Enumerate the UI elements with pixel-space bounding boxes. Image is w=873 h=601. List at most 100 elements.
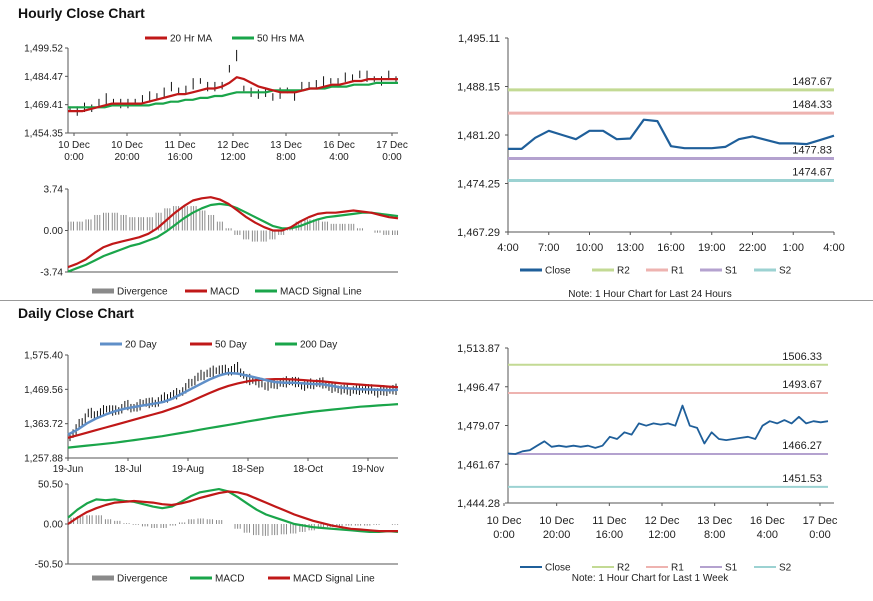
daily-sr-xtick-label: 13 Dec	[697, 515, 732, 527]
daily-macd-ytick-label: 50.50	[38, 480, 63, 491]
hourly-level-s2-label: 1474.67	[792, 167, 832, 179]
daily-macd-ytick-label: 0.00	[44, 520, 64, 531]
daily-legend-ma20-label: 20 Day	[125, 340, 157, 351]
daily-sr-ytick-label: 1,479.07	[457, 421, 500, 433]
hourly-price-ytick-label: 1,499.52	[24, 44, 63, 55]
hourly-price-xtick-label: 20:00	[114, 152, 139, 163]
daily-price-xtick-label: 19-Jun	[53, 464, 84, 475]
daily-level-r1-label: 1493.67	[782, 379, 822, 391]
daily-sr-close-line	[507, 404, 829, 455]
daily-sr-ytick-label: 1,461.67	[457, 459, 500, 471]
daily-price-ytick-label: 1,575.40	[24, 351, 63, 362]
hourly-sr-xtick-label: 7:00	[538, 242, 559, 254]
daily-sr-xtick-label: 20:00	[543, 529, 571, 541]
daily-price-ytick-label: 1,469.56	[24, 385, 63, 396]
hourly-macd-ytick-label: 0.00	[44, 226, 64, 237]
hourly-section-title: Hourly Close Chart	[18, 5, 145, 21]
daily-sr-xtick-label: 12 Dec	[645, 515, 680, 527]
hourly-sr-xtick-label: 4:00	[497, 242, 518, 254]
daily-price-xtick-label: 19-Nov	[352, 464, 384, 475]
daily-price-ytick-label: 1,363.72	[24, 419, 63, 430]
hourly-price-xtick-label: 12 Dec	[217, 140, 249, 151]
daily-section-title: Daily Close Chart	[18, 305, 134, 321]
hourly-price-xtick-label: 10 Dec	[58, 140, 90, 151]
daily-price-ytick-label: 1,257.88	[24, 454, 63, 465]
hourly-sr-xtick-label: 16:00	[657, 242, 685, 254]
hourly-price-xtick-label: 11 Dec	[165, 140, 196, 151]
hourly-price-xtick-label: 8:00	[276, 152, 296, 163]
hourly-sr-legend-close-label: Close	[545, 266, 571, 277]
daily-sr-xtick-label: 17 Dec	[803, 515, 838, 527]
hourly-sr-ytick-label: 1,488.15	[457, 82, 500, 94]
hourly-macd-legend-macd-label: MACD	[210, 287, 239, 298]
hourly-legend-ma50-label: 50 Hrs MA	[257, 34, 305, 45]
daily-sr-xtick-label: 8:00	[704, 529, 725, 541]
hourly-price-xtick-label: 0:00	[64, 152, 84, 163]
daily-level-s2-label: 1451.53	[782, 473, 822, 485]
daily-price-xtick-label: 18-Jul	[114, 464, 141, 475]
daily-legend-ma50-label: 50 Day	[215, 340, 247, 351]
daily-sr-xtick-label: 0:00	[809, 529, 830, 541]
hourly-sr-xtick-label: 4:00	[823, 242, 844, 254]
hourly-sr-ytick-label: 1,467.29	[457, 227, 500, 239]
daily-sr-ytick-label: 1,513.87	[457, 343, 500, 355]
hourly-macd-legend-signal-label: MACD Signal Line	[280, 287, 362, 298]
hourly-price-xtick-label: 17 Dec	[376, 140, 408, 151]
daily-level-r2-label: 1506.33	[782, 351, 822, 363]
hourly-level-r2-label: 1487.67	[792, 76, 832, 88]
daily-sr-ytick-label: 1,496.47	[457, 382, 500, 394]
hourly-price-xtick-label: 13 Dec	[270, 140, 302, 151]
hourly-sr-xtick-label: 22:00	[739, 242, 767, 254]
section-divider	[0, 300, 873, 301]
hourly-price-xtick-label: 16:00	[167, 152, 192, 163]
hourly-sr-legend-r2-label: R2	[617, 266, 630, 277]
hourly-sr-ytick-label: 1,474.25	[457, 179, 500, 191]
hourly-price-ytick-label: 1,484.47	[24, 72, 63, 83]
hourly-sr-legend-s2-label: S2	[779, 266, 792, 277]
daily-sr-legend-s2-label: S2	[779, 563, 792, 574]
hourly-price-xtick-label: 4:00	[329, 152, 349, 163]
hourly-sr-close-line	[508, 118, 835, 150]
daily-macd-signal-line	[67, 490, 398, 533]
hourly-sr-xtick-label: 13:00	[616, 242, 644, 254]
hourly-level-r1-label: 1484.33	[792, 99, 832, 111]
hourly-price-xtick-label: 0:00	[382, 152, 402, 163]
hourly-sr-ytick-label: 1,481.20	[457, 130, 500, 142]
hourly-macd-legend-divergence-label: Divergence	[117, 287, 168, 298]
daily-macd-legend-signal-label: MACD Signal Line	[293, 574, 375, 585]
daily-sr-xtick-label: 4:00	[757, 529, 778, 541]
daily-ma50-line	[67, 378, 399, 439]
daily-sr-note: Note: 1 Hour Chart for Last 1 Week	[572, 573, 730, 584]
daily-sr-xtick-label: 0:00	[493, 529, 514, 541]
hourly-sr-xtick-label: 1:00	[783, 242, 804, 254]
daily-ma200-line	[67, 403, 399, 449]
daily-level-s1-label: 1466.27	[782, 440, 822, 452]
daily-price-xtick-label: 18-Oct	[293, 464, 323, 475]
daily-sr-legend-s1-label: S1	[725, 563, 738, 574]
hourly-sr-xtick-label: 19:00	[698, 242, 726, 254]
daily-sr-xtick-label: 12:00	[648, 529, 676, 541]
hourly-sr-xtick-label: 10:00	[576, 242, 604, 254]
daily-legend-ma200-label: 200 Day	[300, 340, 337, 351]
hourly-price-ytick-label: 1,454.35	[24, 129, 63, 140]
hourly-macd-ytick-label: -3.74	[40, 268, 63, 279]
hourly-price-xtick-label: 16 Dec	[323, 140, 355, 151]
daily-sr-ytick-label: 1,444.28	[457, 498, 500, 510]
hourly-legend-ma20-label: 20 Hr MA	[170, 34, 213, 45]
hourly-sr-note: Note: 1 Hour Chart for Last 24 Hours	[568, 289, 731, 300]
daily-sr-xtick-label: 11 Dec	[592, 515, 627, 527]
hourly-sr-legend-s1-label: S1	[725, 266, 738, 277]
daily-sr-xtick-label: 10 Dec	[487, 515, 522, 527]
daily-macd-line	[67, 488, 399, 534]
hourly-ma20-line	[68, 76, 398, 113]
hourly-sr-legend-r1-label: R1	[671, 266, 684, 277]
hourly-price-xtick-label: 12:00	[220, 152, 245, 163]
daily-price-xtick-label: 19-Aug	[172, 464, 204, 475]
daily-sr-xtick-label: 16:00	[596, 529, 624, 541]
daily-ma20-line	[67, 371, 399, 436]
daily-sr-legend-r1-label: R1	[671, 563, 684, 574]
daily-sr-legend-r2-label: R2	[617, 563, 630, 574]
daily-sr-legend-close-label: Close	[545, 563, 571, 574]
daily-price-xtick-label: 18-Sep	[232, 464, 265, 475]
